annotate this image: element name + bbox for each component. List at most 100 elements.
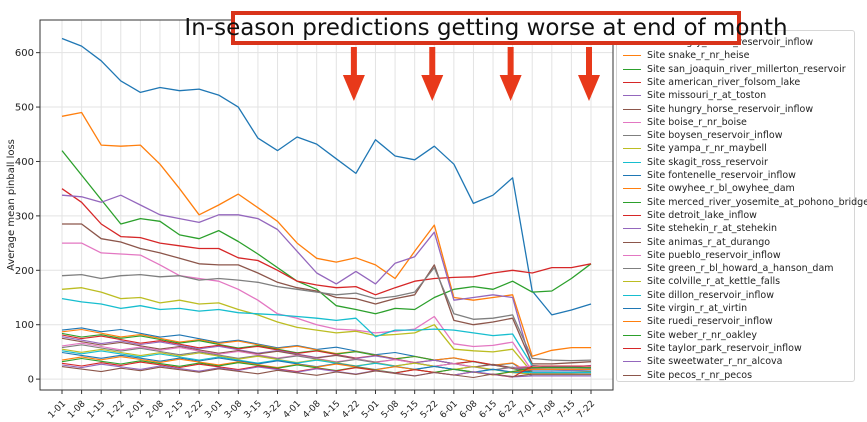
y-axis-label: Average mean pinball loss bbox=[6, 139, 17, 271]
legend-swatch bbox=[623, 294, 641, 296]
legend-swatch bbox=[623, 121, 641, 123]
legend-label: Site fontenelle_reservoir_inflow bbox=[647, 170, 796, 181]
annotation-arrow-shaft bbox=[586, 47, 592, 77]
legend-swatch bbox=[623, 334, 641, 336]
series-line bbox=[61, 188, 592, 296]
legend-swatch bbox=[623, 108, 641, 110]
x-tick-label: 4-15 bbox=[321, 399, 343, 418]
series-line bbox=[61, 366, 591, 379]
legend-label: Site snake_r_nr_heise bbox=[647, 50, 750, 62]
legend-item: Site san_joaquin_river_millerton_reservo… bbox=[623, 63, 846, 76]
legend-swatch bbox=[623, 201, 641, 203]
x-tick-label: 1-15 bbox=[86, 399, 108, 418]
legend-swatch bbox=[623, 254, 641, 256]
legend-item: Site dillon_reservoir_inflow bbox=[623, 289, 774, 302]
legend-item: Site pueblo_reservoir_inflow bbox=[623, 249, 781, 262]
legend-swatch bbox=[623, 188, 641, 190]
annotation-arrow-head bbox=[578, 75, 600, 101]
y-tick-label: 300 bbox=[15, 211, 34, 222]
legend-label: Site animas_r_at_durango bbox=[647, 236, 771, 248]
annotation-arrow-head bbox=[342, 75, 365, 101]
x-tick-label: 6-01 bbox=[438, 399, 460, 418]
legend-label: Site hungry_horse_reservoir_inflow bbox=[647, 103, 814, 115]
legend-item: Site virgin_r_at_virtin bbox=[623, 302, 747, 315]
legend-item: Site boysen_reservoir_inflow bbox=[623, 129, 783, 142]
legend-swatch bbox=[623, 241, 641, 243]
legend-swatch bbox=[623, 308, 641, 309]
legend-item: Site colville_r_at_kettle_falls bbox=[623, 275, 780, 288]
legend-label: Site detroit_lake_inflow bbox=[647, 209, 757, 221]
legend-label: Site colville_r_at_kettle_falls bbox=[647, 276, 781, 288]
x-tick-label: 6-08 bbox=[458, 399, 480, 418]
x-tick-label: 7-01 bbox=[517, 399, 539, 418]
x-tick-label: 3-01 bbox=[203, 399, 225, 418]
legend-item: Site owyhee_r_bl_owyhee_dam bbox=[623, 182, 795, 195]
legend-label: Site yampa_r_nr_maybell bbox=[647, 143, 767, 155]
legend-item: Site fontenelle_reservoir_inflow bbox=[623, 169, 796, 182]
legend-item: Site snake_r_nr_heise bbox=[623, 49, 749, 62]
legend-label: Site stehekin_r_at_stehekin bbox=[647, 223, 778, 235]
x-tick-label: 3-15 bbox=[243, 399, 265, 418]
legend-item: Site hungry_horse_reservoir_inflow bbox=[623, 103, 813, 116]
x-tick-label: 4-08 bbox=[301, 399, 323, 418]
legend-swatch bbox=[623, 68, 641, 70]
legend-item: Site sweetwater_r_nr_alcova bbox=[623, 355, 782, 368]
legend-item: Site weber_r_nr_oakley bbox=[623, 329, 757, 342]
annotation-arrow-shaft bbox=[429, 47, 436, 77]
legend-item: Site american_river_folsom_lake bbox=[623, 76, 800, 89]
x-tick-label: 5-22 bbox=[419, 399, 441, 418]
legend-item: Site merced_river_yosemite_at_pohono_bri… bbox=[623, 196, 867, 209]
legend-label: Site merced_river_yosemite_at_pohono_bri… bbox=[647, 196, 867, 208]
x-tick-label: 1-22 bbox=[105, 399, 127, 418]
legend-label: Site owyhee_r_bl_owyhee_dam bbox=[647, 183, 795, 195]
y-tick-label: 500 bbox=[15, 103, 34, 114]
annotation-box: In-season predictions getting worse at e… bbox=[184, 11, 788, 45]
legend-swatch bbox=[623, 95, 641, 97]
legend-label: Site boysen_reservoir_inflow bbox=[647, 130, 783, 142]
legend-item: Site detroit_lake_inflow bbox=[623, 209, 757, 222]
x-tick-label: 2-01 bbox=[125, 399, 147, 418]
legend-swatch bbox=[623, 135, 641, 137]
series-lines bbox=[61, 37, 592, 379]
x-tick-label: 2-15 bbox=[164, 399, 186, 418]
series-line bbox=[61, 150, 592, 315]
grid-lines bbox=[40, 20, 613, 390]
x-tick-label: 4-22 bbox=[340, 399, 362, 418]
series-line bbox=[61, 37, 592, 316]
plot-frame bbox=[39, 19, 614, 391]
series-line bbox=[61, 194, 592, 369]
x-tick-label: 6-22 bbox=[497, 399, 519, 418]
x-tick-label: 3-08 bbox=[223, 399, 245, 418]
legend-item: Site animas_r_at_durango bbox=[623, 236, 770, 249]
x-tick-label: 2-22 bbox=[184, 399, 206, 418]
legend-swatch bbox=[623, 268, 641, 270]
legend-swatch bbox=[623, 214, 641, 216]
legend-item: Site boise_r_nr_boise bbox=[623, 116, 747, 129]
legend-item: Site green_r_bl_howard_a_hanson_dam bbox=[623, 262, 834, 275]
annotation-arrow-head bbox=[499, 75, 522, 101]
legend-label: Site pecos_r_nr_pecos bbox=[647, 369, 753, 381]
legend-swatch bbox=[623, 228, 641, 230]
series-line bbox=[61, 297, 592, 369]
legend-swatch bbox=[623, 55, 641, 57]
annotation-arrow-head bbox=[421, 75, 444, 101]
legend-label: Site pueblo_reservoir_inflow bbox=[647, 249, 781, 261]
legend-swatch bbox=[623, 148, 641, 150]
x-tick-label: 1-01 bbox=[47, 399, 69, 418]
legend-label: Site skagit_ross_reservoir bbox=[647, 156, 768, 168]
series-line bbox=[61, 287, 592, 374]
y-tick-label: 0 bbox=[28, 375, 34, 386]
series-line bbox=[62, 242, 592, 372]
legend-label: Site san_joaquin_river_millerton_reservo… bbox=[647, 63, 846, 75]
legend-item: Site missouri_r_at_toston bbox=[623, 89, 766, 102]
legend-swatch bbox=[623, 321, 641, 323]
legend-item: Site ruedi_reservoir_inflow bbox=[623, 315, 773, 328]
legend-label: Site taylor_park_reservoir_inflow bbox=[647, 342, 802, 354]
legend-label: Site sweetwater_r_nr_alcova bbox=[647, 356, 783, 368]
legend-swatch bbox=[623, 81, 641, 83]
legend-label: Site virgin_r_at_virtin bbox=[647, 303, 748, 314]
y-tick-label: 200 bbox=[15, 266, 34, 277]
legend-label: Site green_r_bl_howard_a_hanson_dam bbox=[647, 263, 834, 275]
